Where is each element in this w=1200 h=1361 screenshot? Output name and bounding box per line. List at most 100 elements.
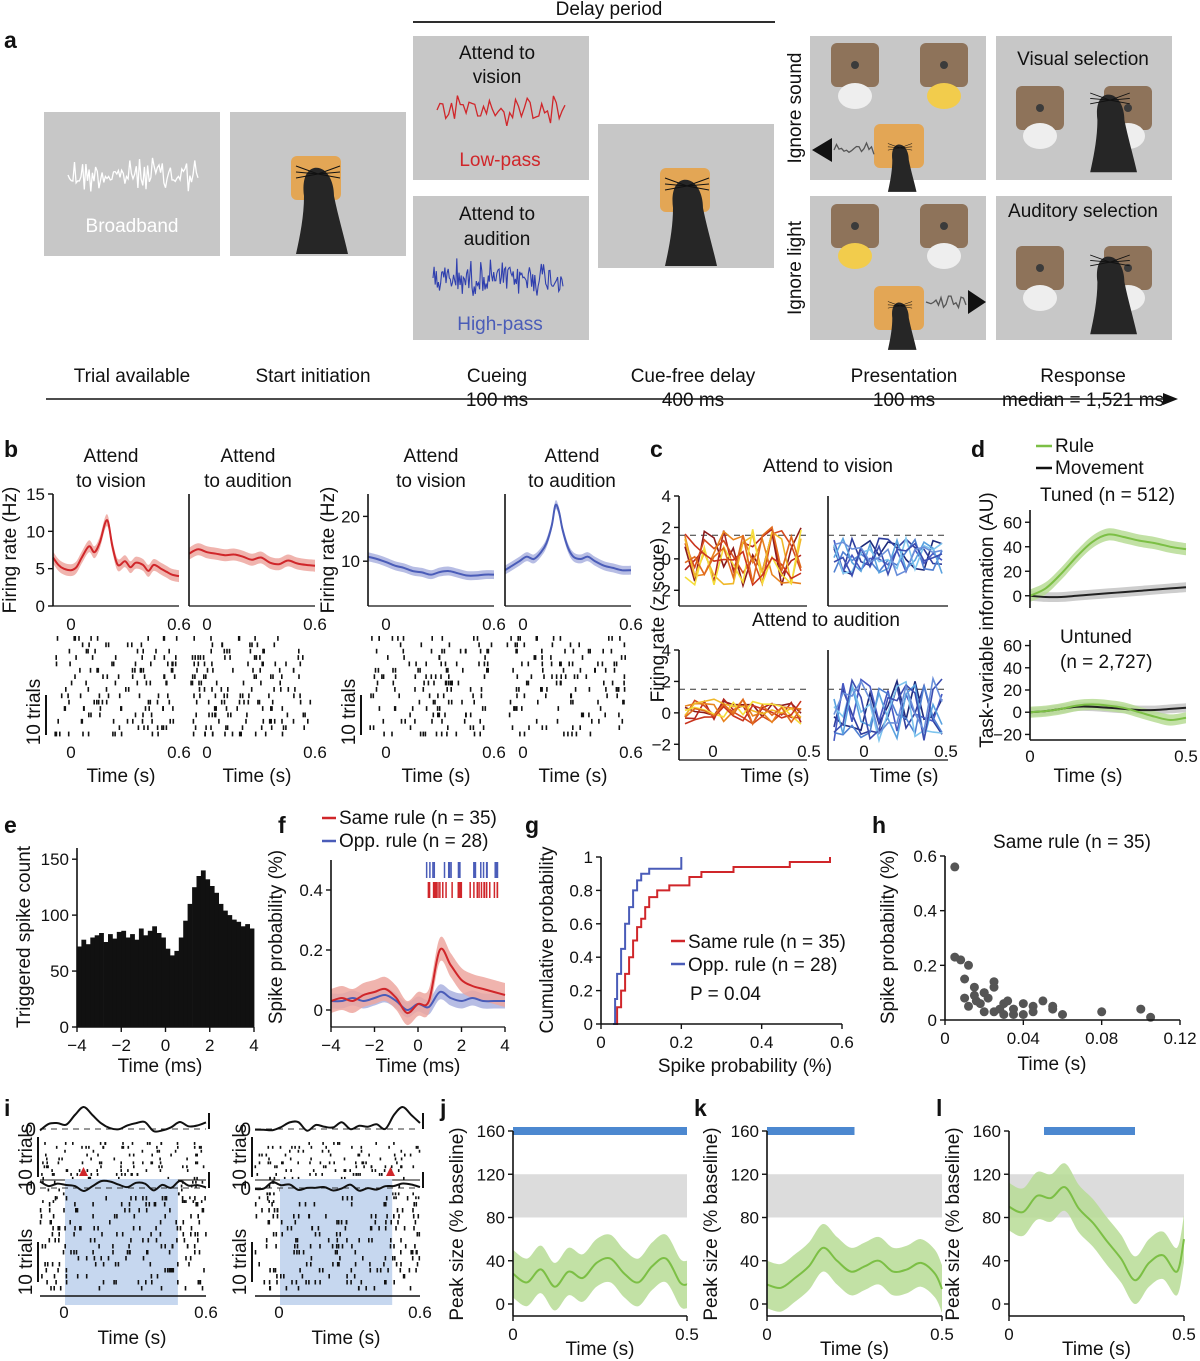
y-tick-label: 0.6 — [569, 915, 593, 934]
y-tick-label: −20 — [993, 725, 1022, 744]
sound-spring — [833, 141, 875, 155]
x-tick-label: 0.5 — [675, 1325, 699, 1344]
panel-h-title: Same rule (n = 35) — [993, 832, 1151, 853]
scatter-point — [989, 982, 999, 992]
y-tick-label: 80 — [982, 1209, 1001, 1228]
z-score-trace — [833, 677, 943, 741]
y-axis-label: Peak size (% baseline) — [447, 1127, 468, 1320]
y-tick-label: 0 — [36, 597, 45, 616]
raster-scale-label: 10 trials — [339, 679, 360, 746]
ignore-sound-label: Ignore sound — [785, 53, 806, 164]
legend-same-rule: Same rule (n = 35) — [339, 808, 497, 829]
y-tick-label: 160 — [731, 1122, 759, 1141]
low-pass-label: Low-pass — [459, 150, 540, 171]
stimulus-bar — [1044, 1127, 1135, 1135]
spike-raster — [506, 636, 627, 737]
high-pass-label: High-pass — [457, 314, 543, 335]
legend-opp-rule: Opp. rule (n = 28) — [339, 831, 488, 852]
mouse-auditory-selection — [1090, 254, 1137, 335]
y-tick-label: 0.6 — [913, 847, 937, 866]
raster-scale-label: 10 trials — [24, 679, 45, 746]
histogram-bar — [231, 919, 237, 1027]
attend-vision-label: Attend to — [459, 43, 535, 64]
mouse-whisker — [1090, 259, 1111, 263]
x-tick-label: 4 — [500, 1036, 509, 1055]
histogram-bar — [165, 948, 171, 1027]
zero-label: 0 — [240, 1179, 251, 1200]
scatter-point — [999, 1010, 1009, 1019]
movement-line — [1029, 586, 1187, 599]
scatter-point — [960, 974, 970, 984]
x-tick-label: 0 — [66, 615, 75, 634]
timeline-arrowhead — [1163, 393, 1178, 405]
y-axis-label: Firing rate (z score) — [648, 538, 669, 703]
left-port — [831, 43, 879, 87]
x-tick-label: 2 — [457, 1036, 466, 1055]
x-tick-label: 0 — [202, 615, 211, 634]
y-tick-label: 150 — [41, 850, 69, 869]
x-axis-label: Spike probability (%) — [658, 1056, 832, 1077]
spike-raster — [54, 636, 178, 737]
scatter-point — [950, 862, 960, 872]
z-score-trace — [833, 675, 943, 736]
y-tick-label: 2 — [662, 518, 671, 537]
histogram-bar — [156, 933, 162, 1027]
y-axis-label: Cumulative probability — [537, 846, 558, 1033]
z-score-trace — [833, 541, 943, 577]
x-axis-label: Time (s) — [87, 766, 156, 787]
mouse-visual-selection — [1090, 92, 1137, 173]
peak-size-band — [767, 1223, 942, 1313]
y-tick-label: 80 — [740, 1209, 759, 1228]
mouse-whisker — [1090, 261, 1111, 267]
x-tick-label: 0 — [161, 1036, 170, 1055]
mouse-whisker — [887, 305, 901, 309]
z-score-trace — [684, 529, 802, 587]
panel-trial-available — [44, 112, 220, 256]
x-tick-label: 4 — [249, 1036, 258, 1055]
y-tick-label: 120 — [477, 1165, 505, 1184]
column-title: Attend — [545, 446, 600, 467]
x-tick-label: 0.4 — [750, 1033, 774, 1052]
column-title: Attend — [221, 446, 276, 467]
left-light — [1023, 285, 1057, 311]
mouse-whisker — [1109, 99, 1130, 105]
x-axis-label: Time (s) — [741, 766, 810, 787]
scatter-point — [1018, 1010, 1028, 1019]
x-axis-label: Time (ms) — [376, 1056, 461, 1077]
z-score-trace — [684, 700, 802, 725]
left-port — [1016, 246, 1064, 290]
firing-rate-band — [53, 514, 179, 583]
mouse-body — [1090, 94, 1137, 173]
histogram-bar — [209, 886, 215, 1027]
port-hole — [1124, 264, 1132, 272]
low-pass-waveform — [436, 95, 566, 127]
histogram-bar — [85, 944, 91, 1027]
peak-size-line — [1008, 1186, 1185, 1282]
y-tick-label: 15 — [26, 485, 45, 504]
z-score-trace — [833, 678, 943, 732]
scatter-point — [1136, 1004, 1146, 1014]
y-tick-label: 0 — [1013, 587, 1022, 606]
scatter-point — [979, 988, 989, 998]
sound-spring — [925, 295, 967, 310]
y-tick-label: 160 — [477, 1122, 505, 1141]
panel-letter-e: e — [4, 812, 17, 838]
mouse-whisker — [1090, 97, 1111, 101]
mouse-whisker — [1109, 261, 1130, 267]
x-tick-label: 0 — [381, 743, 390, 762]
x-tick-label: 0 — [762, 1325, 771, 1344]
y-axis-label: Firing rate (Hz) — [0, 487, 21, 614]
legend-rule: Rule — [1055, 436, 1094, 457]
panel-letter-b: b — [4, 436, 18, 462]
broadband-label: Broadband — [86, 216, 179, 237]
spike-raster — [254, 1196, 421, 1291]
histogram-bar — [125, 937, 131, 1027]
mouse-whisker — [686, 185, 710, 191]
histogram-bar — [214, 892, 219, 1028]
z-score-trace — [833, 536, 943, 574]
mouse-start-initiation — [295, 165, 348, 255]
y-tick-label: 10 — [26, 522, 45, 541]
z-score-trace — [684, 698, 802, 719]
mouse-body — [887, 144, 917, 192]
y-axis-label: Peak size (% baseline) — [701, 1127, 722, 1320]
